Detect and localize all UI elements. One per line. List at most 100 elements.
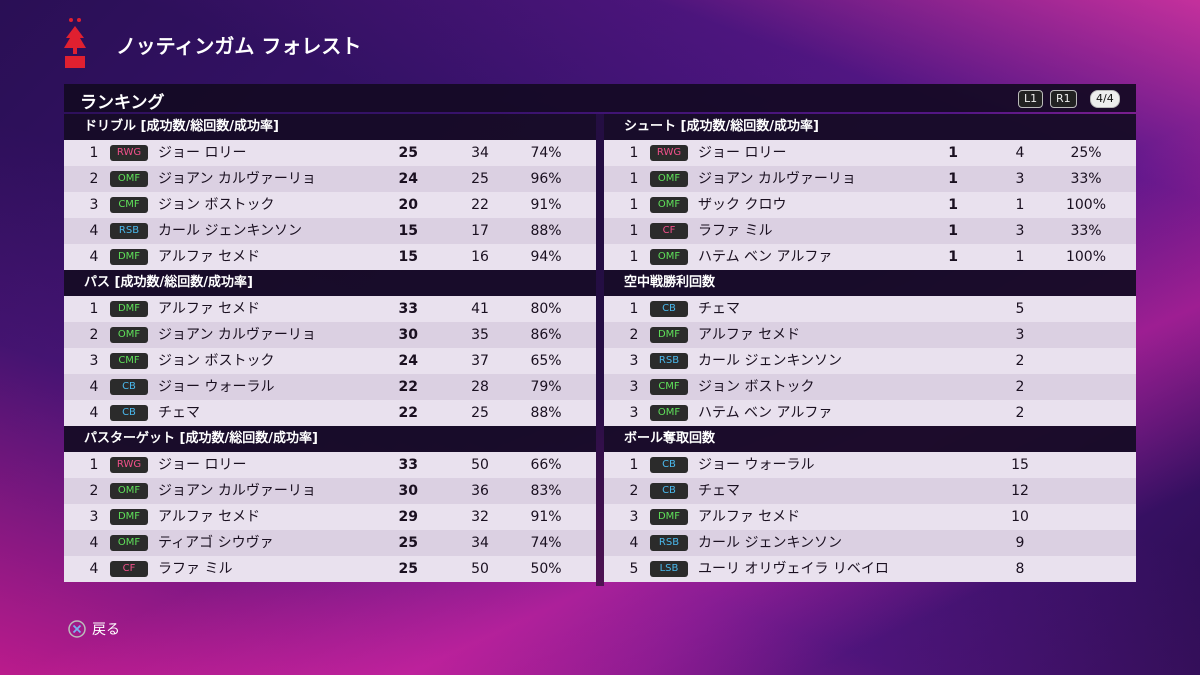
panel-bar: ランキング L1 R1 4/4 bbox=[64, 84, 1136, 113]
ranking-row: 1 RWG ジョー ロリー 1 4 25% bbox=[604, 140, 1136, 166]
ranking-row: 4 OMF ティアゴ シウヴァ 25 34 74% bbox=[64, 530, 596, 556]
position-badge: OMF bbox=[110, 327, 148, 343]
panel-title: ランキング bbox=[80, 93, 165, 113]
rank: 3 bbox=[89, 353, 99, 369]
position-badge: OMF bbox=[650, 171, 688, 187]
stat-value: 80% bbox=[530, 301, 562, 317]
player-name: ハテム ベン アルファ bbox=[698, 249, 833, 265]
player-name: ジョー ロリー bbox=[698, 145, 787, 161]
ranking-row: 2 DMF アルファ セメド 3 bbox=[604, 322, 1136, 348]
stat-value: 25 bbox=[398, 535, 418, 551]
position-badge: CB bbox=[650, 483, 688, 499]
player-name: ユーリ オリヴェイラ リベイロ bbox=[698, 561, 889, 577]
player-name: チェマ bbox=[158, 405, 200, 421]
divider bbox=[596, 114, 604, 586]
panel-button[interactable]: R1 bbox=[1050, 90, 1077, 108]
ranking-row: 3 DMF アルファ セメド 10 bbox=[604, 504, 1136, 530]
ranking-row: 3 DMF アルファ セメド 29 32 91% bbox=[64, 504, 596, 530]
section-title: ドリブル [成功数/総回数/成功率] bbox=[64, 114, 596, 140]
ranking-row: 1 RWG ジョー ロリー 33 50 66% bbox=[64, 452, 596, 478]
player-name: ジョン ボストック bbox=[158, 197, 275, 213]
position-badge: CB bbox=[110, 379, 148, 395]
section-title: パスターゲット [成功数/総回数/成功率] bbox=[64, 426, 596, 452]
position-badge: DMF bbox=[110, 301, 148, 317]
stat-value: 91% bbox=[530, 509, 562, 525]
position-badge: CF bbox=[650, 223, 688, 239]
ranking-row: 4 RSB カール ジェンキンソン 9 bbox=[604, 530, 1136, 556]
stat-value: 100% bbox=[1065, 249, 1107, 265]
rank: 4 bbox=[89, 249, 99, 265]
stat-value: 94% bbox=[530, 249, 562, 265]
position-badge: LSB bbox=[650, 561, 688, 577]
stat-value: 1 bbox=[1015, 197, 1025, 213]
stat-value: 88% bbox=[530, 223, 562, 239]
position-badge: OMF bbox=[110, 483, 148, 499]
stat-value: 37 bbox=[471, 353, 489, 369]
ranking-panel: ランキング L1 R1 4/4 ドリブル [成功数/総回数/成功率] 1 RWG ジョー … bbox=[64, 84, 1136, 586]
stat-value: 83% bbox=[530, 483, 562, 499]
ranking-row: 2 OMF ジョアン カルヴァーリョ 30 36 83% bbox=[64, 478, 596, 504]
player-name: ジョン ボストック bbox=[158, 353, 275, 369]
stat-value: 17 bbox=[471, 223, 489, 239]
rank: 4 bbox=[629, 535, 639, 551]
panel-button[interactable]: L1 bbox=[1018, 90, 1044, 108]
player-name: チェマ bbox=[698, 483, 740, 499]
cross-icon bbox=[68, 620, 86, 638]
position-badge: RSB bbox=[650, 535, 688, 551]
rank: 3 bbox=[89, 197, 99, 213]
player-name: ジョアン カルヴァーリョ bbox=[158, 483, 316, 499]
stat-value: 88% bbox=[530, 405, 562, 421]
ranking-row: 2 OMF ジョアン カルヴァーリョ 24 25 96% bbox=[64, 166, 596, 192]
stat-value: 1 bbox=[948, 223, 958, 239]
back-button[interactable]: 戻る bbox=[68, 619, 120, 639]
stat-value: 2 bbox=[1015, 353, 1025, 369]
stat-value: 33% bbox=[1070, 171, 1102, 187]
stat-value: 2 bbox=[1015, 405, 1025, 421]
back-label: 戻る bbox=[92, 622, 120, 638]
rank: 2 bbox=[89, 483, 99, 499]
panel-button[interactable]: 4/4 bbox=[1090, 90, 1120, 108]
section-title: ボール奪取回数 bbox=[604, 426, 1136, 452]
position-badge: RWG bbox=[110, 457, 148, 473]
ranking-row: 2 CB チェマ 12 bbox=[604, 478, 1136, 504]
rank: 3 bbox=[629, 405, 639, 421]
ranking-column: ドリブル [成功数/総回数/成功率] 1 RWG ジョー ロリー 25 34 74% 2 OMF… bbox=[64, 114, 596, 582]
rank: 1 bbox=[629, 171, 639, 187]
stat-value: 33 bbox=[398, 457, 418, 473]
stat-value: 25 bbox=[398, 145, 418, 161]
stat-value: 32 bbox=[471, 509, 489, 525]
stat-value: 28 bbox=[471, 379, 489, 395]
player-name: アルファ セメド bbox=[158, 301, 261, 317]
player-name: ハテム ベン アルファ bbox=[698, 405, 833, 421]
stat-value: 9 bbox=[1015, 535, 1025, 551]
stat-value: 1 bbox=[948, 197, 958, 213]
position-badge: OMF bbox=[110, 535, 148, 551]
position-badge: OMF bbox=[650, 249, 688, 265]
rank: 4 bbox=[89, 379, 99, 395]
ranking-row: 1 OMF ハテム ベン アルファ 1 1 100% bbox=[604, 244, 1136, 270]
player-name: ティアゴ シウヴァ bbox=[158, 535, 274, 551]
rank: 3 bbox=[89, 509, 99, 525]
ranking-row: 3 RSB カール ジェンキンソン 2 bbox=[604, 348, 1136, 374]
rank: 5 bbox=[629, 561, 639, 577]
stat-value: 91% bbox=[530, 197, 562, 213]
stat-value: 16 bbox=[471, 249, 489, 265]
position-badge: RWG bbox=[650, 145, 688, 161]
ranking-column: シュート [成功数/総回数/成功率] 1 RWG ジョー ロリー 1 4 25% 1 OMF ジョ… bbox=[604, 114, 1136, 582]
position-badge: CB bbox=[650, 301, 688, 317]
stat-value: 1 bbox=[948, 171, 958, 187]
club-logo bbox=[64, 18, 86, 68]
stat-value: 2 bbox=[1015, 379, 1025, 395]
player-name: ジョー ウォーラル bbox=[698, 457, 815, 473]
rank: 1 bbox=[629, 223, 639, 239]
ranking-row: 1 CB チェマ 5 bbox=[604, 296, 1136, 322]
rank: 4 bbox=[89, 405, 99, 421]
ranking-row: 4 RSB カール ジェンキンソン 15 17 88% bbox=[64, 218, 596, 244]
rank: 2 bbox=[89, 171, 99, 187]
position-badge: CB bbox=[110, 405, 148, 421]
stat-value: 15 bbox=[1011, 457, 1029, 473]
stat-value: 1 bbox=[1015, 249, 1025, 265]
ranking-row: 3 CMF ジョン ボストック 24 37 65% bbox=[64, 348, 596, 374]
player-name: アルファ セメド bbox=[158, 509, 261, 525]
ranking-row: 4 CB ジョー ウォーラル 22 28 79% bbox=[64, 374, 596, 400]
